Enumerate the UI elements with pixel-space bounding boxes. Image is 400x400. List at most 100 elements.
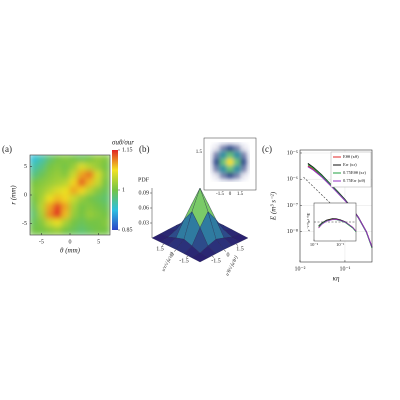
y-tick xyxy=(211,255,215,258)
heatmap-cell xyxy=(53,226,63,235)
heatmap-cell xyxy=(37,170,47,180)
inset-cell xyxy=(246,158,250,166)
inset-cell xyxy=(220,152,227,159)
inset-cell xyxy=(226,165,234,172)
heatmap-cell xyxy=(85,178,95,188)
inset-cell xyxy=(233,158,240,166)
inset-series-line xyxy=(318,219,357,232)
inset-x-tick-label: 10⁻² xyxy=(310,242,319,247)
x-tick xyxy=(185,255,189,258)
heatmap-cell xyxy=(53,186,63,196)
inset-y-tick-label: 1.5 xyxy=(196,150,203,155)
inset-cell xyxy=(210,165,214,172)
colorbar xyxy=(112,150,118,230)
y-tick xyxy=(223,249,227,252)
colorbar-label: σuθ/σur xyxy=(112,139,134,147)
heatmap-cell xyxy=(45,170,55,180)
inset-cell xyxy=(240,152,247,159)
legend-label: 0.75Err (κθ) xyxy=(343,178,366,183)
inset-cell xyxy=(246,165,250,172)
inset-cell xyxy=(233,142,240,146)
y-tick-label: 0 xyxy=(227,252,230,258)
inset-x-tick-label: -1.5 xyxy=(216,192,224,197)
colorbar-tick-label: 1 xyxy=(122,187,125,193)
heatmap-cell xyxy=(69,226,79,235)
heatmap-cell xyxy=(61,202,71,212)
heatmap-cell xyxy=(93,178,103,188)
heatmap-cell xyxy=(93,155,103,164)
heatmap-cell xyxy=(93,162,103,172)
x-tick-label: 0 xyxy=(69,239,72,245)
inset-cells xyxy=(210,142,250,182)
heatmap-cell xyxy=(61,155,71,164)
heatmap-cell xyxy=(61,218,71,228)
inset-cell xyxy=(233,152,240,159)
heatmap-cell xyxy=(30,202,39,212)
heatmap-cell xyxy=(37,155,47,164)
heatmap-cell xyxy=(45,210,55,220)
heatmap-cell xyxy=(93,194,103,204)
z-axis-label: PDF xyxy=(138,177,150,183)
heatmap-cell xyxy=(53,170,63,180)
heatmap-cell xyxy=(77,178,87,188)
inset-cell xyxy=(233,145,240,152)
heatmap-cell xyxy=(69,210,79,220)
y-tick-label: 10⁻⁵ xyxy=(287,150,298,156)
heatmap-cell xyxy=(30,210,39,220)
x-tick-label: 5 xyxy=(97,239,100,245)
x-tick-label: 10⁻² xyxy=(295,266,306,272)
heatmap-cell xyxy=(30,194,39,204)
heatmap-cell xyxy=(77,186,87,196)
inset-cell xyxy=(226,172,234,179)
heatmap-cell xyxy=(93,226,103,235)
x-tick-label: 10⁻¹ xyxy=(339,266,350,272)
heatmap-cell xyxy=(77,202,87,212)
heatmap-cell xyxy=(30,186,39,196)
heatmap-cell xyxy=(45,162,55,172)
heatmap-cell xyxy=(77,155,87,164)
x-tick xyxy=(173,249,177,252)
y-tick-label: 10⁻⁶ xyxy=(287,177,298,183)
inset-cell xyxy=(226,142,234,146)
heatmap-cell xyxy=(85,155,95,164)
inset-cell xyxy=(213,145,220,152)
surface-cell xyxy=(191,252,209,263)
heatmap-cell xyxy=(61,194,71,204)
heatmap-cell xyxy=(101,162,110,172)
inset-cell xyxy=(213,152,220,159)
heatmap-cell xyxy=(85,202,95,212)
heatmap-cell xyxy=(85,210,95,220)
y-axis-label: r (mm) xyxy=(10,185,18,205)
heatmap-cell xyxy=(77,194,87,204)
y-tick-label: 0 xyxy=(24,192,27,198)
heatmap-cell xyxy=(69,186,79,196)
heatmap-cell xyxy=(30,178,39,188)
heatmap-cell xyxy=(45,194,55,204)
heatmap-cell xyxy=(85,186,95,196)
panel-label: (b) xyxy=(139,144,150,154)
y-tick-label: 10⁻⁸ xyxy=(287,229,298,235)
x-tick-label: 1.5 xyxy=(156,246,164,252)
x-axis-label: u′r/√⟨u′r²⟩ xyxy=(161,252,176,273)
frame xyxy=(299,149,373,263)
heatmap-cell xyxy=(53,210,63,220)
heatmap-cell xyxy=(37,194,47,204)
heatmap-cell xyxy=(30,218,39,228)
inset-cell xyxy=(220,158,227,166)
heatmap-cell xyxy=(93,202,103,212)
inset-y-axis-label: ε⁻²ᐟ³κ⁵ᐟ³E xyxy=(306,213,311,232)
y-tick-label: 10⁻⁷ xyxy=(287,203,298,209)
x-tick-label: -1.5 xyxy=(179,258,189,264)
heatmap-cell xyxy=(61,178,71,188)
heatmap-cell xyxy=(61,162,71,172)
heatmap-cell xyxy=(37,178,47,188)
x-tick-label: 0 xyxy=(171,252,174,258)
heatmap-cell xyxy=(101,178,110,188)
heatmap-cell xyxy=(53,218,63,228)
heatmap-cell xyxy=(69,155,79,164)
heatmap-cell xyxy=(61,226,71,235)
heatmap-cell xyxy=(93,218,103,228)
inset-cell xyxy=(220,172,227,179)
